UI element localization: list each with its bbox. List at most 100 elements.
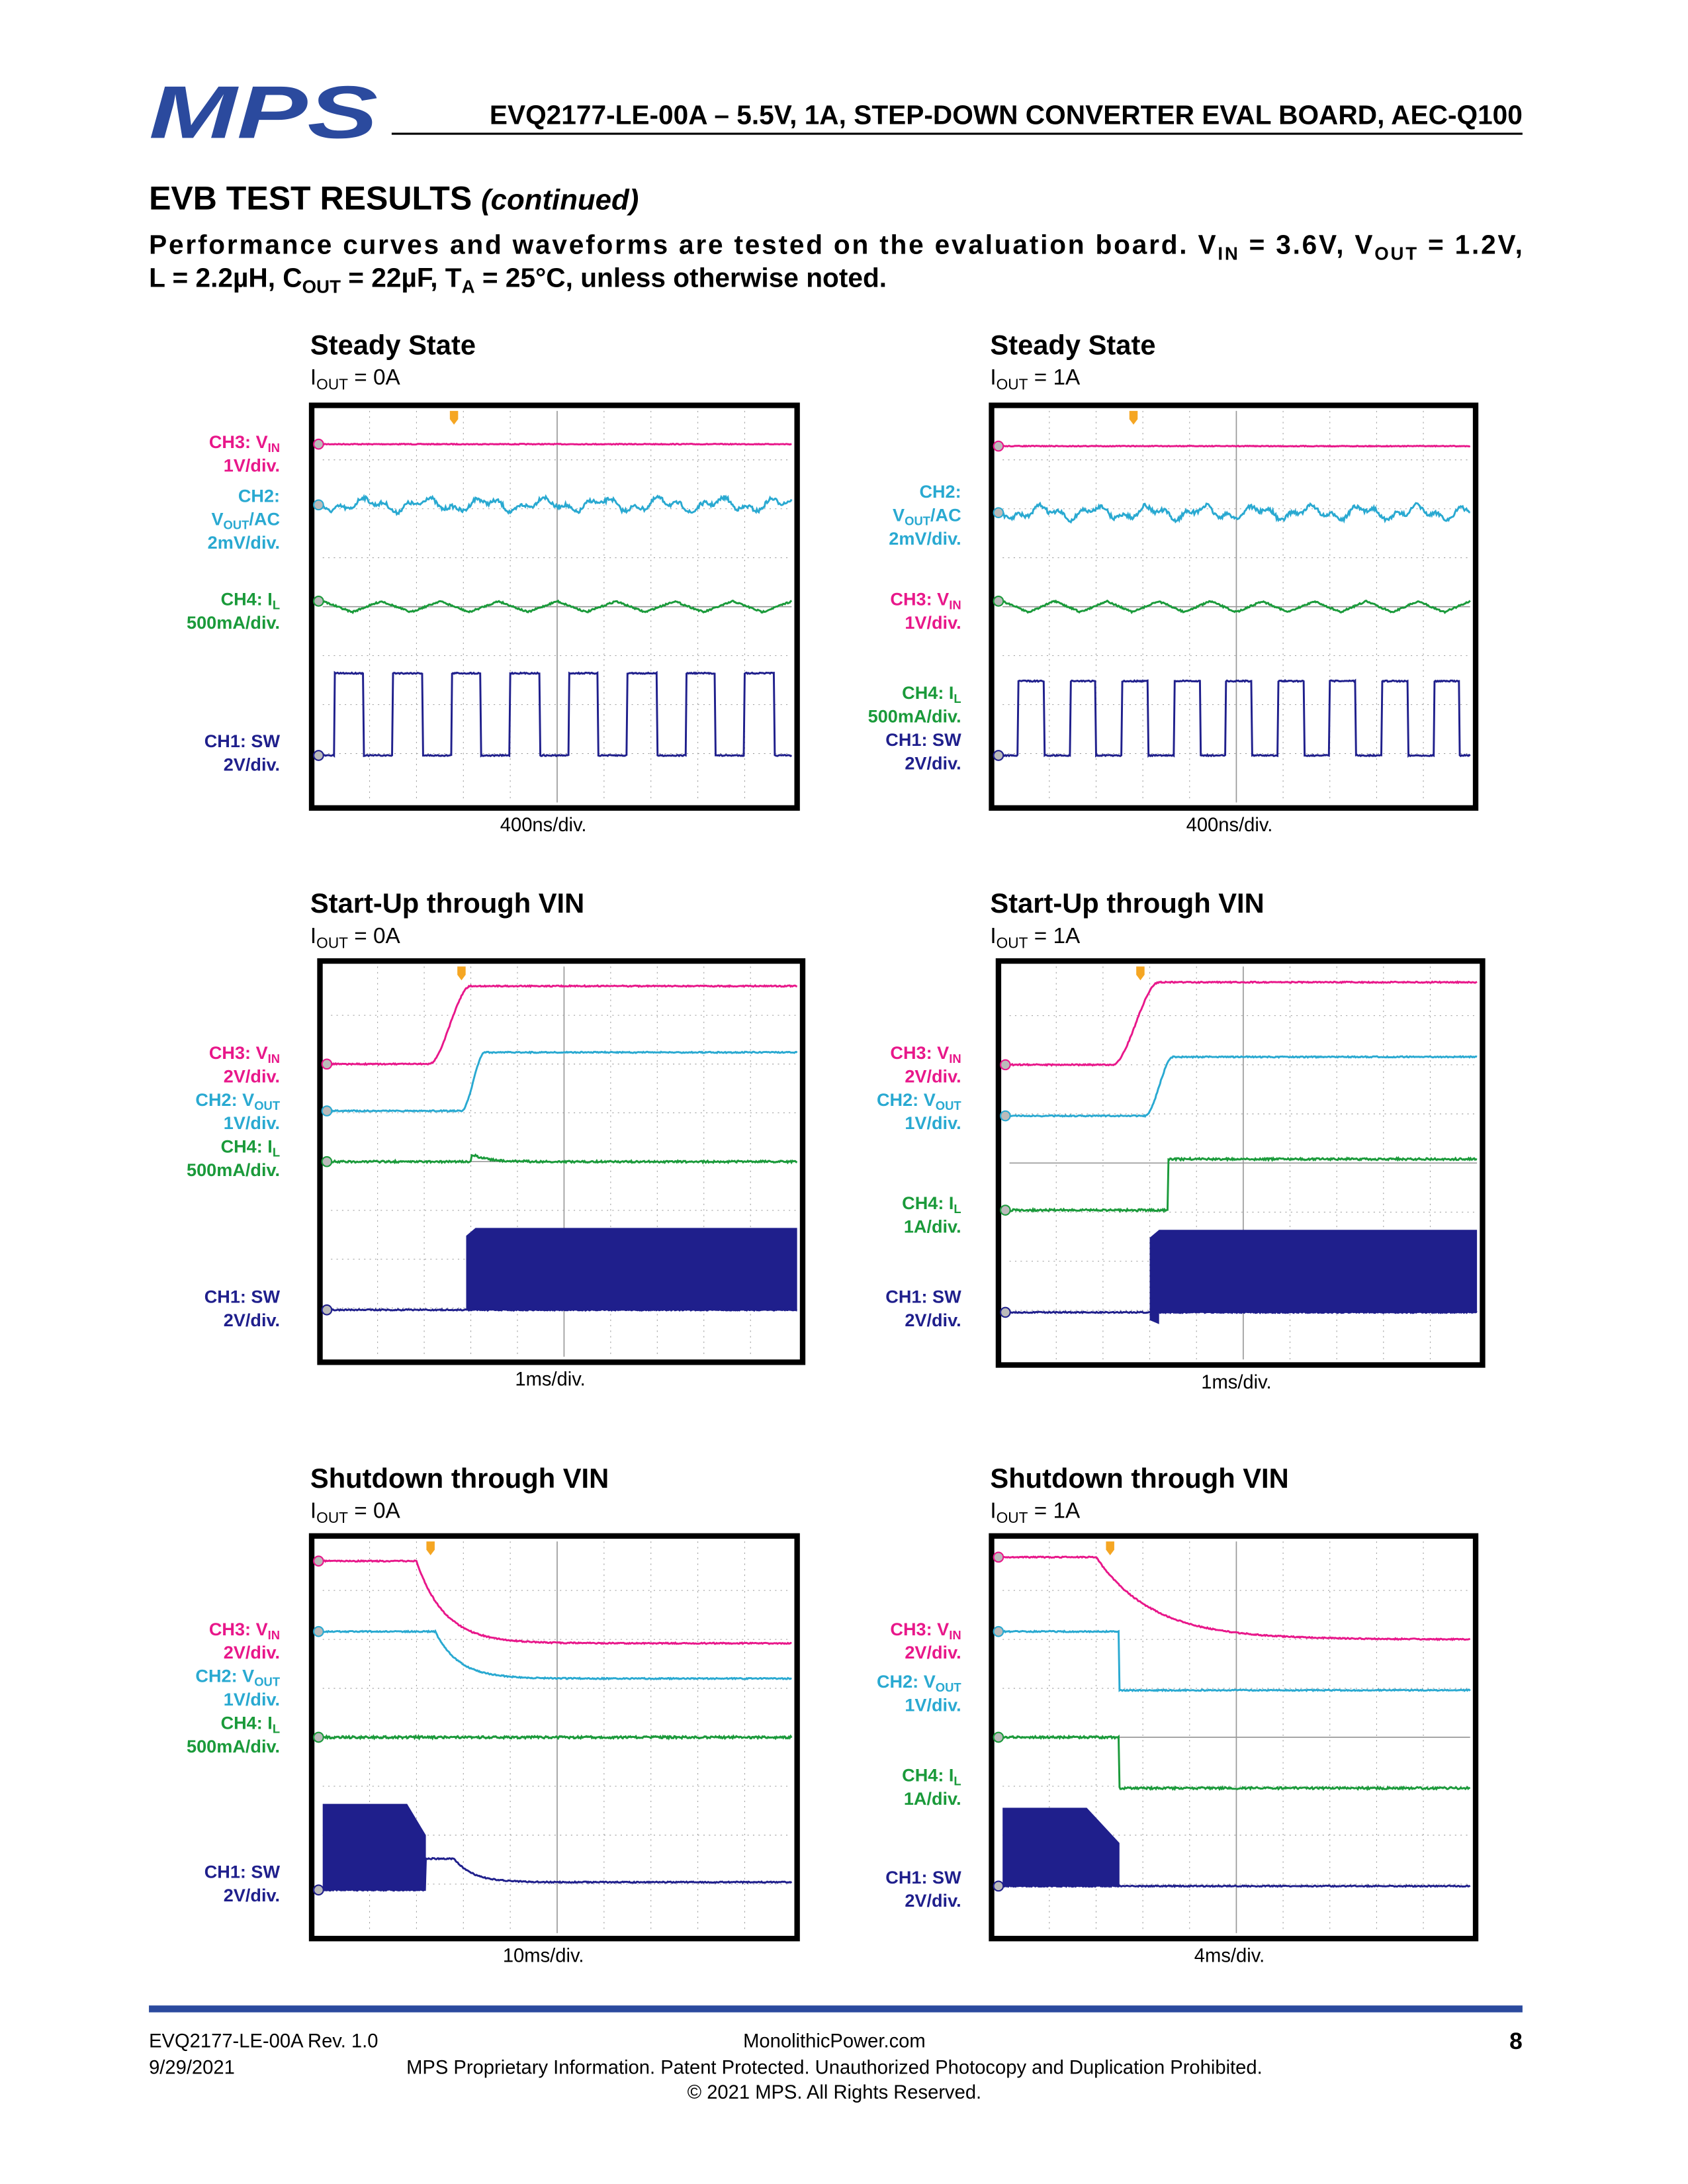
trigger-marker: [1129, 410, 1138, 425]
channel-label: 1A/div.: [904, 1216, 961, 1237]
waveform: [1002, 1734, 1470, 1792]
waveform: [1002, 444, 1471, 448]
text-run: 1V/div.: [905, 1694, 961, 1715]
channel-label: 2V/div.: [905, 1066, 961, 1086]
subscript: OUT: [997, 376, 1028, 393]
channel-label: CH1: SW: [204, 1287, 281, 1307]
text-run: = 0A: [348, 924, 401, 948]
subscript: L: [954, 692, 961, 705]
channel-label: CH4: IL: [902, 682, 961, 705]
channel-label: 2mV/div.: [208, 532, 280, 553]
subscript: OUT: [316, 1509, 348, 1526]
waveform: [1002, 678, 1471, 758]
channel-label: 1V/div.: [905, 1694, 961, 1715]
channel-label: CH1: SW: [204, 731, 281, 751]
channel-label: 2V/div.: [224, 1310, 280, 1330]
text-run: CH3: V: [890, 589, 949, 610]
text-run: I: [310, 365, 316, 390]
subscript: OUT: [936, 1680, 962, 1694]
waveform: [322, 442, 792, 446]
channel-label: CH1: SW: [885, 1287, 961, 1307]
plot-title: Steady State: [990, 329, 1155, 360]
waveform: [322, 670, 793, 758]
channel-label: 1V/div.: [905, 612, 961, 633]
text-run: = 1A: [1028, 1499, 1081, 1524]
waveform: [322, 1629, 792, 1681]
text-run: I: [990, 365, 996, 390]
channel-label: CH3: VIN: [890, 1042, 961, 1066]
waveform: [331, 1050, 798, 1113]
text-run: CH3: V: [890, 1042, 949, 1063]
subscript: IN: [949, 598, 961, 612]
text-run: 1V/div.: [905, 1113, 961, 1133]
plot-condition: IOUT = 0A: [310, 365, 401, 392]
channel-marker: [1000, 1306, 1011, 1318]
text-run: I: [990, 1499, 996, 1524]
text-run: 1V/div.: [224, 1113, 280, 1133]
text-run: 1A/div.: [904, 1216, 961, 1237]
channel-label: 500mA/div.: [187, 1160, 280, 1180]
trigger-marker: [1136, 966, 1145, 981]
channel-label: CH3: VIN: [890, 589, 961, 612]
footer-copyright: © 2021 MPS. All Rights Reserved.: [688, 2082, 982, 2103]
text-run: V: [893, 505, 905, 525]
text-run: /AC: [930, 505, 961, 525]
intro-line: Performance curves and waveforms are tes…: [149, 229, 1523, 263]
text-run: CH4: I: [221, 589, 273, 610]
plot-condition: IOUT = 1A: [990, 1499, 1081, 1526]
plot-condition: IOUT = 1A: [990, 365, 1081, 392]
text-run: 2V/div.: [224, 1310, 280, 1330]
text-run: CH1: SW: [204, 1862, 281, 1882]
text-run: 2V/div.: [905, 753, 961, 774]
text-run: 2V/div.: [905, 1310, 961, 1330]
channel-marker: [1000, 1059, 1011, 1071]
waveform: [1002, 1629, 1471, 1692]
page-number: 8: [1509, 2028, 1523, 2054]
title-suffix: (continued): [481, 184, 639, 216]
channel-marker: [993, 1551, 1004, 1563]
waveform: [1002, 1555, 1471, 1641]
text-run: 2V/div.: [224, 1642, 280, 1662]
text-run: = 0A: [348, 365, 401, 390]
text-run: CH1: SW: [204, 1287, 281, 1307]
text-run: 1V/div.: [905, 612, 961, 633]
subscript: IN: [949, 1052, 961, 1066]
channel-marker: [313, 596, 324, 607]
timebase: 1ms/div.: [1201, 1372, 1271, 1393]
channel-label: 2V/div.: [224, 1885, 280, 1905]
channel-label: CH2: VOUT: [877, 1089, 961, 1113]
channel-marker: [993, 1731, 1004, 1743]
text-run: CH4: I: [221, 1713, 273, 1733]
channel-label: 2V/div.: [905, 1310, 961, 1330]
subscript: A: [462, 276, 475, 296]
channel-label: CH4: IL: [902, 1193, 961, 1216]
text-run: = 3.6V, V: [1240, 229, 1373, 259]
footer-notice: MPS Proprietary Information. Patent Prot…: [406, 2057, 1263, 2078]
channel-label: CH2:: [238, 485, 280, 506]
channel-label: 1V/div.: [224, 455, 280, 476]
section-title: EVB TEST RESULTS (continued): [149, 180, 639, 217]
channel-label: 500mA/div.: [187, 612, 280, 633]
channel-marker: [313, 499, 324, 511]
text-run: CH2:: [919, 481, 961, 502]
text-run: 2mV/div.: [208, 532, 280, 553]
plot-title: Shutdown through VIN: [310, 1463, 609, 1494]
channel-marker: [993, 750, 1004, 761]
channel-label: VOUT/AC: [893, 505, 961, 528]
waveform: [322, 1733, 793, 1741]
trigger-marker: [449, 410, 459, 425]
channel-label: VOUT/AC: [211, 509, 280, 532]
plot-title: Start-Up through VIN: [990, 887, 1264, 919]
channel-label: 2V/div.: [224, 1642, 280, 1662]
plot-condition: IOUT = 0A: [310, 1499, 401, 1526]
subscript: OUT: [254, 1099, 281, 1113]
subscript: OUT: [936, 1099, 962, 1113]
channel-label: CH4: IL: [902, 1765, 961, 1788]
subscript: OUT: [997, 1509, 1028, 1526]
timebase: 10ms/div.: [503, 1946, 584, 1967]
text-run: 2V/div.: [905, 1642, 961, 1662]
channel-label: CH1: SW: [885, 1867, 961, 1888]
subscript: L: [954, 1202, 961, 1216]
subscript: IN: [1218, 243, 1237, 263]
trigger-marker: [1106, 1541, 1114, 1555]
